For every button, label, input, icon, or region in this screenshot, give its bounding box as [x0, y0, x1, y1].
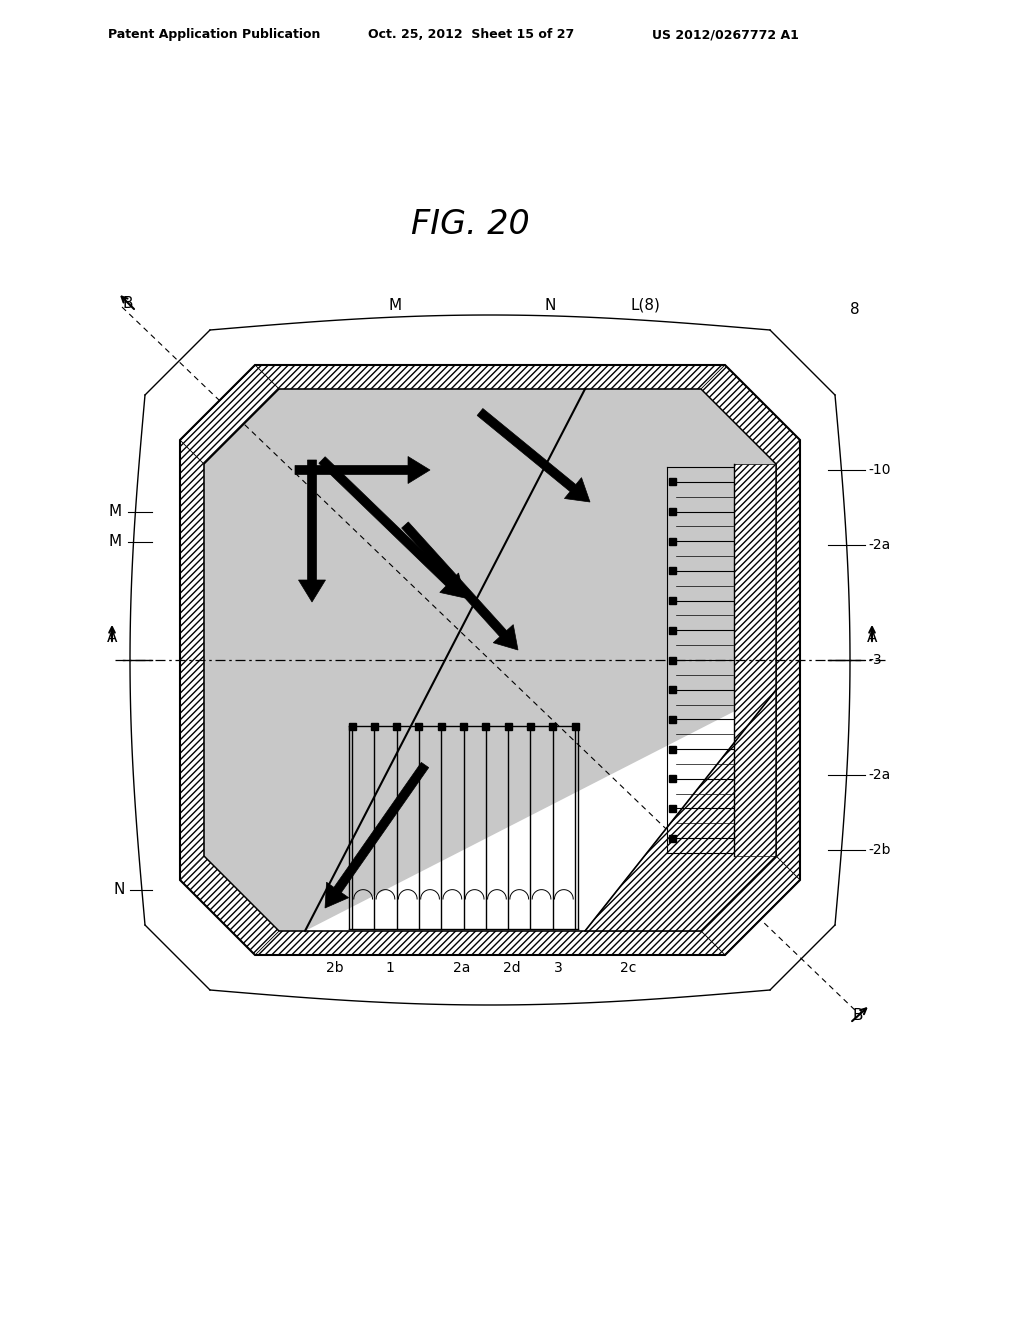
Bar — [437, 722, 444, 730]
Bar — [669, 597, 676, 605]
Text: FIG. 20: FIG. 20 — [411, 209, 529, 242]
Polygon shape — [734, 465, 776, 855]
Text: 1c: 1c — [540, 777, 556, 792]
Bar — [571, 722, 579, 730]
Polygon shape — [477, 408, 590, 502]
Polygon shape — [255, 366, 725, 389]
Text: 3: 3 — [554, 961, 562, 975]
Bar — [669, 627, 676, 634]
Text: -2a: -2a — [868, 768, 890, 781]
Bar — [482, 722, 489, 730]
Bar — [416, 722, 422, 730]
Text: -3: -3 — [868, 653, 882, 667]
Text: L(8): L(8) — [630, 297, 659, 313]
Text: 2c: 2c — [620, 961, 636, 975]
Polygon shape — [585, 690, 776, 931]
Text: A: A — [106, 631, 117, 645]
Text: 1: 1 — [386, 961, 394, 975]
Polygon shape — [318, 457, 465, 598]
Polygon shape — [401, 521, 518, 649]
Polygon shape — [585, 465, 776, 931]
Text: Oct. 25, 2012  Sheet 15 of 27: Oct. 25, 2012 Sheet 15 of 27 — [368, 28, 574, 41]
Polygon shape — [701, 855, 800, 954]
Bar — [669, 834, 676, 842]
Text: 8: 8 — [850, 302, 860, 318]
Bar — [669, 746, 676, 752]
Text: N: N — [540, 615, 551, 630]
Polygon shape — [325, 763, 429, 908]
Polygon shape — [180, 366, 279, 465]
Text: N: N — [114, 883, 125, 898]
Text: 2b: 2b — [327, 961, 344, 975]
Text: 2a: 2a — [454, 961, 471, 975]
Polygon shape — [255, 931, 725, 954]
Bar — [669, 656, 676, 664]
Polygon shape — [180, 440, 204, 880]
Text: M: M — [109, 504, 122, 520]
Bar — [669, 775, 676, 783]
Bar — [527, 722, 534, 730]
Polygon shape — [701, 366, 800, 465]
Text: N: N — [545, 297, 556, 313]
Bar — [669, 508, 676, 515]
Polygon shape — [204, 389, 776, 931]
Bar — [669, 568, 676, 574]
Text: 1c: 1c — [425, 828, 441, 842]
Polygon shape — [180, 855, 279, 954]
Bar — [505, 722, 512, 730]
Text: -2b: -2b — [868, 843, 891, 857]
Polygon shape — [776, 440, 800, 880]
Bar — [549, 722, 556, 730]
Bar — [669, 537, 676, 545]
Bar — [669, 686, 676, 693]
Bar — [669, 715, 676, 723]
Text: B: B — [853, 1007, 863, 1023]
Polygon shape — [180, 366, 800, 954]
Bar — [371, 722, 378, 730]
Text: Patent Application Publication: Patent Application Publication — [108, 28, 321, 41]
Bar — [348, 722, 355, 730]
Text: -2a: -2a — [868, 539, 890, 552]
Text: A: A — [866, 631, 878, 645]
Text: B: B — [123, 296, 133, 310]
Text: US 2012/0267772 A1: US 2012/0267772 A1 — [652, 28, 799, 41]
Polygon shape — [295, 457, 430, 483]
Bar — [460, 722, 467, 730]
Text: -10: -10 — [868, 463, 891, 477]
Bar — [669, 805, 676, 812]
Polygon shape — [299, 459, 326, 602]
Text: M: M — [388, 297, 401, 313]
Bar — [393, 722, 400, 730]
Text: M: M — [109, 535, 122, 549]
Text: 2d: 2d — [503, 961, 521, 975]
Bar — [669, 478, 676, 486]
